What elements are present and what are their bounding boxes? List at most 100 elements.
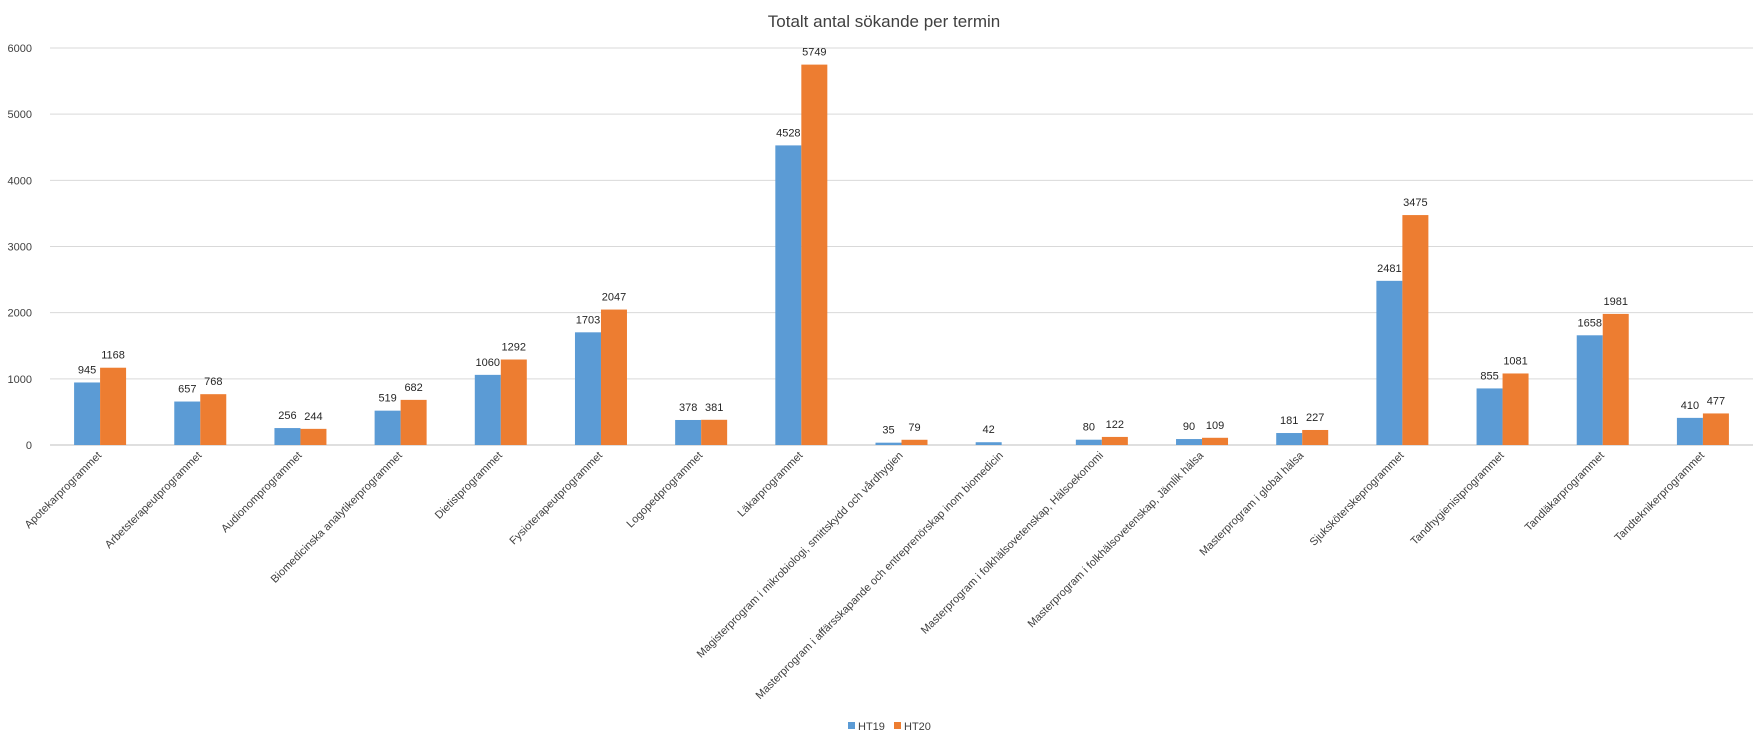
data-label: 2481 <box>1377 263 1401 275</box>
data-label: 80 <box>1083 422 1095 434</box>
bar-ht20 <box>600 309 627 445</box>
bar-ht19 <box>174 401 201 445</box>
bar-ht20 <box>300 428 327 445</box>
bar-ht19 <box>1476 388 1503 445</box>
category-label: Fysioterapeutprogrammet <box>508 450 606 548</box>
category-label: Tandläkarprogrammet <box>1523 450 1607 534</box>
category-label: Audionomprogrammet <box>219 450 304 535</box>
data-label: 657 <box>178 384 196 396</box>
data-label: 519 <box>378 393 396 405</box>
data-label: 122 <box>1106 419 1124 431</box>
data-label: 855 <box>1480 370 1498 382</box>
category-label: Masterprogram i folkhälsovetenskap, Jäml… <box>1026 449 1207 630</box>
y-tick-label: 4000 <box>8 175 32 187</box>
data-label: 79 <box>908 422 920 434</box>
data-label: 3475 <box>1403 197 1427 209</box>
bar-ht19 <box>274 428 301 445</box>
category-label: Dietistprogrammet <box>433 450 505 522</box>
data-label: 1081 <box>1503 355 1527 367</box>
bar-ht19 <box>74 382 101 445</box>
category-label: Läkarprogrammet <box>736 450 806 520</box>
legend-swatch <box>848 722 855 729</box>
data-label: 378 <box>679 402 697 414</box>
bar-ht19 <box>1376 280 1403 445</box>
data-label: 768 <box>204 376 222 388</box>
bar-ht19 <box>1676 417 1703 445</box>
y-tick-label: 2000 <box>8 308 32 320</box>
data-label: 227 <box>1306 412 1324 424</box>
legend-label: HT19 <box>858 721 885 733</box>
data-label: 4528 <box>776 127 800 139</box>
data-label: 35 <box>882 425 894 437</box>
bar-ht19 <box>1176 439 1203 445</box>
bar-ht19 <box>875 442 902 445</box>
data-label: 945 <box>78 364 96 376</box>
category-label: Masterprogram i folkhälsovetenskap, Häls… <box>919 450 1106 637</box>
data-label: 1292 <box>502 342 526 354</box>
category-label: Logopedprogrammet <box>625 450 706 531</box>
data-label: 1703 <box>576 314 600 326</box>
gridlines <box>50 47 1753 446</box>
bar-ht19 <box>574 332 601 445</box>
category-label: Tandteknikerprogrammet <box>1613 450 1708 545</box>
bar-ht19 <box>1276 433 1303 445</box>
bar-ht19 <box>1576 335 1603 445</box>
data-label: 1060 <box>476 357 500 369</box>
data-label: 2047 <box>602 292 626 304</box>
y-tick-label: 1000 <box>8 374 32 386</box>
data-label: 109 <box>1206 420 1224 432</box>
y-tick-label: 5000 <box>8 109 32 121</box>
data-label: 256 <box>278 410 296 422</box>
bar-ht20 <box>1502 373 1529 445</box>
data-label: 244 <box>304 411 322 423</box>
data-label: 682 <box>404 382 422 394</box>
chart-title: Totalt antal sökande per termin <box>768 12 1000 31</box>
data-label: 1658 <box>1577 317 1601 329</box>
bar-ht20 <box>1602 313 1629 445</box>
bar-ht19 <box>374 410 401 445</box>
bar-ht20 <box>100 367 127 445</box>
category-label: Tandhygienistprogrammet <box>1409 450 1507 548</box>
bar-ht20 <box>801 64 828 445</box>
bar-ht20 <box>400 399 427 445</box>
data-label: 181 <box>1280 415 1298 427</box>
bar-ht19 <box>675 419 702 445</box>
bar-ht20 <box>701 419 728 445</box>
bar-ht20 <box>200 394 227 445</box>
data-label: 381 <box>705 402 723 414</box>
bar-ht20 <box>1202 437 1229 445</box>
bar-ht20 <box>1101 436 1128 445</box>
category-labels: ApotekarprogrammetArbetsterapeutprogramm… <box>23 449 1707 702</box>
bar-ht19 <box>474 374 501 445</box>
data-label: 477 <box>1707 395 1725 407</box>
bar-ht20 <box>1302 429 1329 445</box>
data-label: 5749 <box>802 47 826 59</box>
legend: HT19 HT20 <box>848 721 931 733</box>
category-label: Magisterprogram i mikrobiologi, smittsky… <box>695 450 906 661</box>
category-label: Apotekarprogrammet <box>23 450 105 532</box>
bar-ht19 <box>975 442 1002 445</box>
category-label: Masterprogram i affärsskapande och entre… <box>754 450 1006 702</box>
category-label: Sjuksköterskeprogrammet <box>1308 450 1407 549</box>
y-tick-label: 3000 <box>8 242 32 254</box>
bars <box>74 64 1729 445</box>
bar-ht20 <box>1402 215 1429 445</box>
category-label: Masterprogram i global hälsa <box>1198 449 1307 558</box>
data-label: 90 <box>1183 421 1195 433</box>
y-tick-label: 0 <box>26 440 32 452</box>
bar-ht20 <box>1702 413 1729 445</box>
legend-label: HT20 <box>904 721 931 733</box>
y-tick-label: 6000 <box>8 43 32 55</box>
data-label: 1168 <box>101 350 125 362</box>
data-label: 42 <box>983 424 995 436</box>
legend-swatch <box>894 722 901 729</box>
bar-ht19 <box>775 145 802 445</box>
data-label: 1981 <box>1603 296 1627 308</box>
bar-ht20 <box>500 359 527 445</box>
category-label: Arbetsterapeutprogrammet <box>103 450 204 551</box>
data-label: 410 <box>1681 400 1699 412</box>
bar-ht20 <box>901 439 928 445</box>
y-axis-ticks: 0 1000 2000 3000 4000 5000 6000 <box>8 43 32 452</box>
